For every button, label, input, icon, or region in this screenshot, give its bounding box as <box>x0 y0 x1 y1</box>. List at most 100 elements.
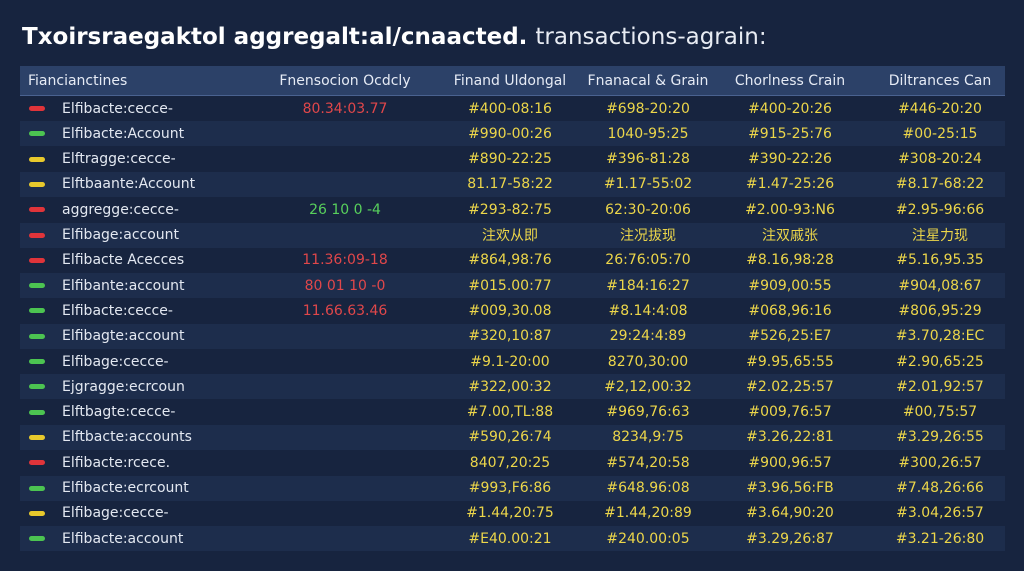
amount-cell: #990-00:26 <box>468 125 552 142</box>
table-row: Elfibante:account 80 01 10 -0 #015.00:77 #1… <box>20 273 1005 299</box>
amount-cell: #390-22:26 <box>748 151 832 168</box>
status-indicator <box>29 510 45 516</box>
account-name: Elfibacte:account <box>62 530 184 547</box>
status-indicator <box>29 131 45 137</box>
account-name: aggregge:cecce- <box>62 201 179 218</box>
amount-cell: #E40.00:21 <box>468 530 552 547</box>
transaction-value: 80 01 10 -0 <box>304 277 386 294</box>
header-cell: Fnensocion Ocdcly <box>279 72 411 89</box>
amount-cell: 8234,9:75 <box>612 429 684 446</box>
account-name: Elfibagte:account <box>62 328 185 345</box>
account-name: Elftbaante:Account <box>62 176 196 193</box>
header-cell: Diltrances Can <box>888 72 992 89</box>
transaction-value: 11.36:09-18 <box>302 252 388 269</box>
amount-cell: #400-08:16 <box>468 100 552 117</box>
title-light: transactions-agrain: <box>535 24 767 50</box>
amount-cell: #864,98:76 <box>468 252 552 269</box>
transaction-value: 26 10 0 -4 <box>309 201 381 218</box>
amount-cell: 1040-95:25 <box>607 125 689 142</box>
status-indicator <box>29 485 45 491</box>
table-row: aggregge:cecce- 26 10 0 -4 #293-82:75 62:30… <box>20 197 1005 222</box>
amount-cell: #3.29,26:55 <box>896 429 984 446</box>
amount-cell: #2.02,25:57 <box>746 378 834 395</box>
title-bold: Txoirsraegaktol aggregalt:al/cnaacted. <box>22 24 528 50</box>
amount-cell: #009,76:57 <box>748 404 832 421</box>
amount-cell: #293-82:75 <box>468 201 552 218</box>
table-row: Elfibacte:Account #990-00:26 1040-95:25 #91… <box>20 121 1005 147</box>
amount-cell: #396-81:28 <box>606 151 690 168</box>
transactions-table: Fiancianctines Fnensocion Ocdcly Finand Ul… <box>20 66 1005 552</box>
status-indicator <box>29 384 45 390</box>
amount-cell: #909,00:55 <box>748 277 832 294</box>
status-indicator <box>29 283 45 289</box>
amount-cell: #526,25:E7 <box>748 328 832 345</box>
amount-cell: #320,10:87 <box>468 328 552 345</box>
amount-cell: #1.44,20:89 <box>604 505 692 522</box>
account-name: Ejgragge:ecrcoun <box>62 378 185 395</box>
amount-cell: #015.00:77 <box>468 277 552 294</box>
amount-cell: #2,12,00:32 <box>604 378 692 395</box>
amount-cell: #3.29,26:87 <box>746 530 834 547</box>
amount-cell: #300,26:57 <box>898 454 982 471</box>
status-indicator <box>29 333 45 339</box>
account-name: Elfibacte:ecrcount <box>62 480 189 496</box>
account-name: Elfibante:account <box>62 277 185 294</box>
amount-cell: #9.95,65:55 <box>746 353 834 370</box>
title: Txoirsraegaktol aggregalt:al/cnaacted. tr… <box>22 24 767 50</box>
status-indicator <box>29 536 45 542</box>
amount-cell: 注星力现 <box>912 228 968 244</box>
table-row: Ejgragge:ecrcoun #322,00:32 #2,12,00:32 #2.… <box>20 374 1005 400</box>
amount-cell: 62:30-20:06 <box>605 201 691 218</box>
amount-cell: #8.14:4:08 <box>608 302 688 319</box>
account-name: Elfibacte:Account <box>62 125 185 142</box>
account-name: Elfibage:account <box>62 227 180 243</box>
status-indicator <box>29 156 45 162</box>
account-name: Elfibacte:cecce- <box>62 100 173 117</box>
amount-cell: #3.21-26:80 <box>895 530 985 547</box>
amount-cell: #1.17-55:02 <box>603 176 693 193</box>
table-row: Elftbagte:cecce- #7.00,TL:88 #969,76:63 #00… <box>20 400 1005 425</box>
amount-cell: 注欢从即 <box>482 228 538 244</box>
amount-cell: #2.00-93:N6 <box>745 201 835 218</box>
table-row: Elfibage:account 注欢从即 注况拔现 注双戚张 注星力现 <box>20 222 1005 248</box>
amount-cell: #993,F6:86 <box>468 480 552 496</box>
status-indicator <box>29 207 45 213</box>
table-row: Elfibacte:cecce- 80.34:03.77 #400-08:16 #69… <box>20 96 1005 121</box>
amount-cell: #890-22:25 <box>468 151 552 168</box>
account-name: Elftbagte:cecce- <box>62 404 176 421</box>
account-name: Elftbacte:accounts <box>62 429 192 446</box>
header-cell: Fiancianctines <box>28 72 128 89</box>
amount-cell: #322,00:32 <box>468 378 552 395</box>
amount-cell: #3.96,56:FB <box>746 480 834 496</box>
amount-cell: #9.1-20:00 <box>470 353 550 370</box>
status-indicator <box>29 106 45 111</box>
amount-cell: #184:16:27 <box>606 277 690 294</box>
amount-cell: #969,76:63 <box>606 404 690 421</box>
amount-cell: #3.26,22:81 <box>746 429 834 446</box>
table-row: Elfibacte Acecces 11.36:09-18 #864,98:76 26… <box>20 248 1005 273</box>
amount-cell: 29:24:4:89 <box>609 328 687 345</box>
account-name: Elfibage:cecce- <box>62 505 169 522</box>
amount-cell: #308-20:24 <box>898 151 982 168</box>
amount-cell: 注况拔现 <box>620 228 676 244</box>
amount-cell: #590,26:74 <box>468 429 552 446</box>
amount-cell: #2.01,92:57 <box>896 378 984 395</box>
table-row: Elfibacte:account #E40.00:21 #240.00:05 #3.… <box>20 526 1005 552</box>
account-name: Elfibacte:cecce- <box>62 302 173 319</box>
amount-cell: #240.00:05 <box>606 530 690 547</box>
header-cell: Chorlness Crain <box>734 72 846 89</box>
status-indicator <box>29 409 45 415</box>
amount-cell: #00,75:57 <box>902 404 978 421</box>
account-name: Elfibacte:rcece. <box>62 454 171 471</box>
amount-cell: #1.44,20:75 <box>466 505 554 522</box>
amount-cell: #8.16,98:28 <box>746 252 834 269</box>
account-name: Elfibage:cecce- <box>62 353 169 370</box>
amount-cell: #2.90,65:25 <box>896 353 984 370</box>
table-row: Elfibacte:rcece. 8407,20:25 #574,20:58 #900… <box>20 450 1005 475</box>
amount-cell: #698-20:20 <box>606 100 690 117</box>
status-indicator <box>29 308 45 314</box>
amount-cell: #904,08:67 <box>898 277 982 294</box>
amount-cell: 26:76:05:70 <box>605 252 691 269</box>
header-row: Fiancianctines Fnensocion Ocdcly Finand Ul… <box>20 66 1005 96</box>
